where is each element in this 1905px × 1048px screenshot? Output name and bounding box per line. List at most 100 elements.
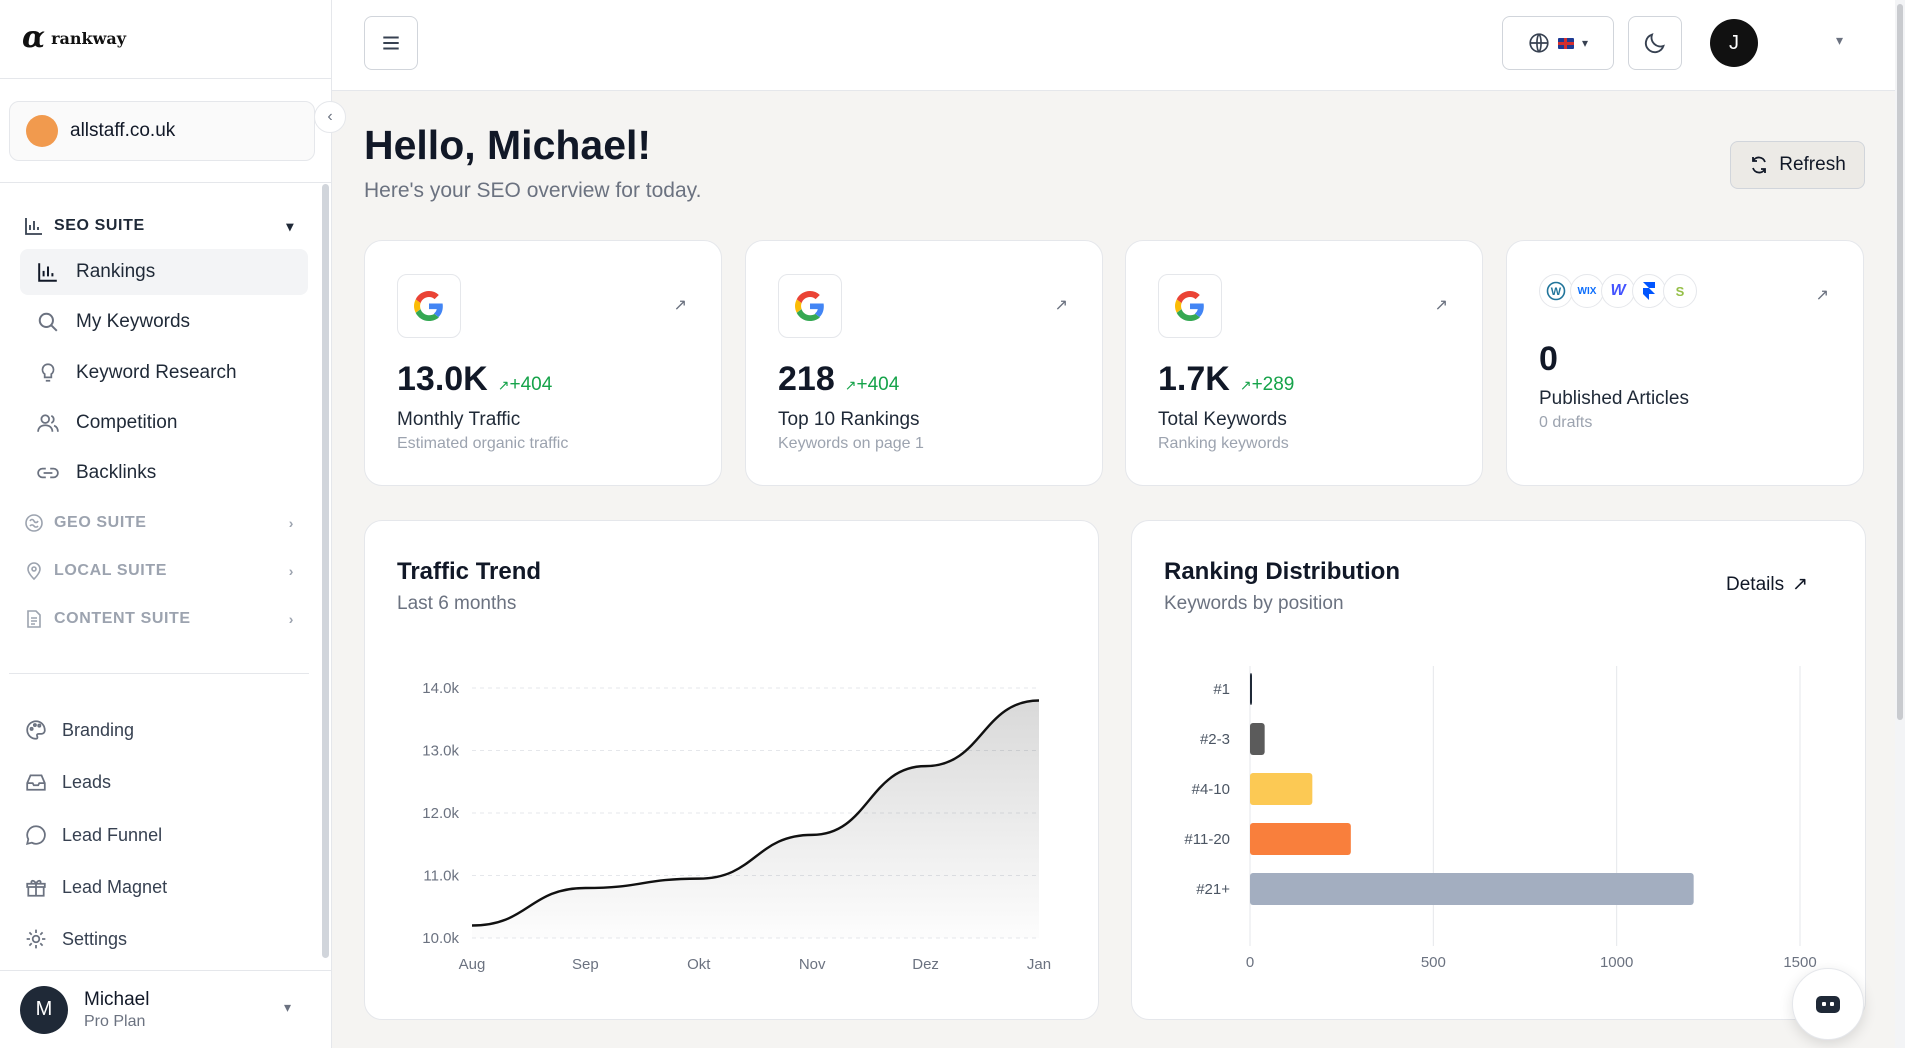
robot-icon [1816,996,1840,1013]
x-tick-label: 0 [1246,954,1254,971]
search-icon [36,310,60,334]
chatbot-button[interactable] [1792,968,1864,1040]
sidebar-item-competition[interactable]: Competition [20,400,308,446]
stat-value-row: 13.0K ↗+404 [397,360,552,399]
google-icon [397,274,461,338]
x-tick-label: 500 [1421,954,1446,971]
stat-value-row: 0 [1539,340,1558,379]
stat-delta-value: +404 [509,374,553,395]
uk-flag-icon [1557,37,1574,49]
stat-delta: ↗+404 [845,374,900,396]
divider [0,182,332,183]
sidebar-item-backlinks[interactable]: Backlinks [20,450,308,496]
link-icon [36,461,60,485]
palette-icon [24,718,48,742]
y-tick-label: 12.0k [422,805,459,822]
sidebar-item-settings[interactable]: Settings [24,919,308,959]
sidebar-collapse-button[interactable]: ‹ [314,101,346,133]
sidebar-item-leads[interactable]: Leads [24,762,308,802]
sidebar-item-label: Branding [62,719,135,740]
trend-up-icon: ↗ [844,377,857,393]
language-selector[interactable]: ▾ [1502,16,1614,70]
framer-icon [1632,274,1666,308]
suite-label: SEO SUITE [54,217,145,234]
stat-delta-value: +404 [856,374,900,395]
account-menu-chevron-icon[interactable]: ▾ [1836,32,1844,48]
sidebar-item-rankings[interactable]: Rankings [20,249,308,295]
x-tick-label: 1000 [1600,954,1633,971]
details-link[interactable]: Details ↗ [1726,573,1808,596]
theme-toggle-button[interactable] [1628,16,1682,70]
sidebar-item-label: Leads [62,771,112,792]
stat-delta-value: +289 [1251,374,1295,395]
bar-chart-icon [25,218,42,235]
stat-value-row: 218 ↗+404 [778,360,899,399]
divider [0,78,332,79]
refresh-button[interactable]: Refresh [1730,141,1865,189]
x-tick-label: Dez [912,956,939,973]
sidebar: α rankway allstaff.co.uk SEO SUITE ▾ Ran… [0,0,332,1048]
sidebar-item-my-keywords[interactable]: My Keywords [20,299,308,345]
suite-header-geo[interactable]: GEO SUITE › [24,507,294,539]
stat-card-total-keywords[interactable]: ↗ 1.7K ↗+289 Total Keywords Ranking keyw… [1125,240,1483,486]
wordpress-icon: W [1539,274,1573,308]
user-menu[interactable]: M Michael Pro Plan ▾ [0,970,332,1048]
suite-header-seo[interactable]: SEO SUITE ▾ [24,210,294,242]
shopify-icon: S [1663,274,1697,308]
logo-text: rankway [51,28,127,48]
bar [1250,723,1265,755]
stat-hint: 0 drafts [1539,414,1593,431]
trend-up-icon: ↗ [1239,377,1252,393]
ranking-distribution-chart[interactable]: 0 500 1000 1500 #1 #2-3 #4-10 #11-20 #21+ [1132,521,1867,1021]
traffic-trend-card: Traffic Trend Last 6 months 10.0k 11.0k 12… [364,520,1099,1020]
globe-icon [1529,33,1549,53]
arrow-up-right-icon: ↗ [1054,297,1068,314]
sidebar-item-branding[interactable]: Branding [24,710,308,750]
avatar: M [20,985,68,1034]
menu-button[interactable] [364,16,418,70]
suite-label: LOCAL SUITE [54,562,167,579]
sidebar-item-lead-magnet[interactable]: Lead Magnet [24,867,308,907]
y-tick-label: #21+ [1196,881,1230,898]
y-tick-label: #2-3 [1200,731,1230,748]
y-tick-label: 11.0k [423,868,459,885]
x-tick-label: Okt [687,956,711,973]
x-tick-label: Aug [459,956,486,973]
sidebar-item-lead-funnel[interactable]: Lead Funnel [24,815,308,855]
suite-header-content[interactable]: CONTENT SUITE › [24,603,294,635]
site-selector[interactable]: allstaff.co.uk [9,101,315,161]
site-name: allstaff.co.uk [70,120,176,141]
sidebar-item-keyword-research[interactable]: Keyword Research [20,350,308,396]
stat-value: 1.7K [1158,360,1230,398]
stat-hint: Ranking keywords [1158,435,1289,452]
svg-text:W: W [1551,286,1562,298]
suite-header-local[interactable]: LOCAL SUITE › [24,555,294,587]
refresh-icon [1752,156,1767,174]
brand-logo[interactable]: α rankway [22,22,126,54]
stat-hint: Keywords on page 1 [778,435,924,452]
account-avatar[interactable]: J [1710,19,1758,67]
y-tick-label: #1 [1213,681,1230,698]
stat-card-monthly-traffic[interactable]: ↗ 13.0K ↗+404 Monthly Traffic Estimated … [364,240,722,486]
stat-card-published-articles[interactable]: W WIX W S ↗ 0 Published Articles 0 draft… [1506,240,1864,486]
trend-up-icon: ↗ [497,377,510,393]
chevron-right-icon: › [288,563,294,579]
ranking-distribution-card: Ranking Distribution Keywords by positio… [1131,520,1866,1020]
bar [1250,773,1313,805]
stat-card-top-10-rankings[interactable]: ↗ 218 ↗+404 Top 10 Rankings Keywords on … [745,240,1103,486]
chart-subtitle: Keywords by position [1164,593,1344,614]
stat-label: Total Keywords [1158,409,1287,430]
user-plan: Pro Plan [84,1012,146,1030]
user-name: Michael [84,988,150,1010]
stat-value: 13.0K [397,360,488,398]
topbar: ▾ J ▾ [332,0,1895,91]
users-icon [36,411,60,435]
chart-title: Traffic Trend [397,558,542,585]
google-icon [778,274,842,338]
bar [1250,673,1252,705]
traffic-trend-chart[interactable]: 10.0k 11.0k 12.0k 13.0k 14.0k Aug Sep Okt Nov Dez… [365,521,1100,1021]
chevron-right-icon: › [288,611,294,627]
series-line [471,699,1040,927]
page-scrollbar[interactable] [1895,0,1905,1048]
sidebar-scrollbar[interactable] [322,184,329,958]
